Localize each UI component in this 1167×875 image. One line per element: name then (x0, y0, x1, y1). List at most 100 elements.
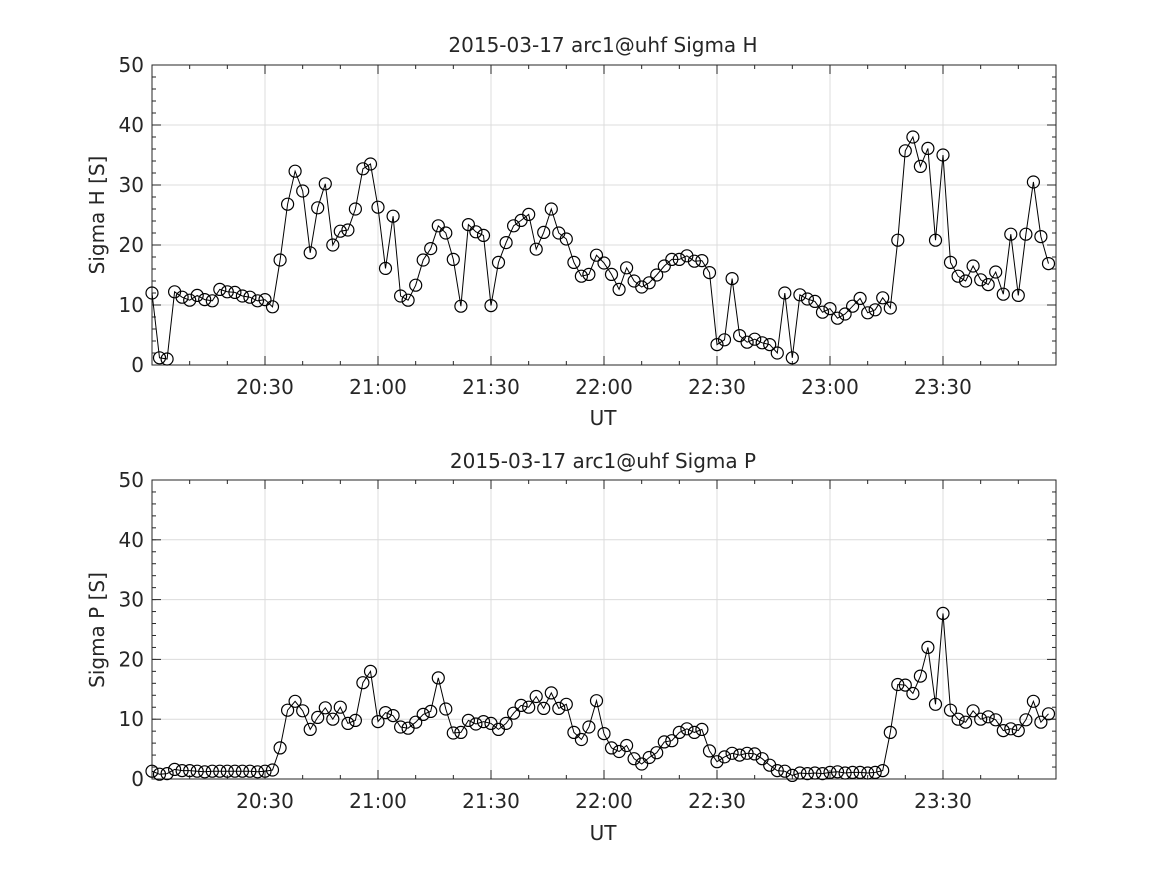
x-tick-label: 23:30 (914, 375, 972, 399)
y-tick-label: 50 (119, 468, 144, 492)
series-line (151, 135, 1049, 360)
data-point (1011, 723, 1025, 738)
data-point (491, 255, 506, 269)
y-tick-label: 30 (119, 173, 144, 197)
data-point (755, 752, 769, 766)
series-line (151, 613, 1049, 776)
data-point (604, 267, 619, 281)
data-point (1041, 257, 1056, 271)
data-point (665, 734, 679, 748)
data-point (378, 261, 393, 275)
y-tick-label: 20 (119, 233, 144, 257)
data-point (401, 293, 415, 307)
data-point (499, 236, 513, 250)
data-point (559, 697, 573, 711)
data-point (431, 671, 445, 685)
data-point (717, 333, 732, 347)
data-point (793, 766, 807, 780)
x-tick-label: 21:00 (349, 789, 407, 813)
data-point (559, 232, 573, 246)
data-point (989, 265, 1003, 279)
data-point (589, 694, 604, 708)
data-point (371, 200, 385, 214)
data-point (469, 225, 483, 239)
data-point (981, 710, 995, 724)
chart-title: 2015-03-17 arc1@uhf Sigma P (450, 449, 756, 473)
x-tick-label: 21:30 (462, 789, 520, 813)
data-point (326, 238, 340, 252)
data-point (394, 289, 408, 303)
data-point (710, 338, 724, 352)
data-point (943, 255, 958, 269)
data-point (642, 276, 656, 290)
data-point (695, 254, 709, 268)
data-point (168, 762, 182, 777)
data-point (717, 750, 732, 764)
data-point (763, 338, 777, 352)
data-point (755, 336, 769, 350)
data-point (461, 218, 475, 232)
x-tick-label: 21:00 (349, 375, 407, 399)
data-point (145, 286, 159, 300)
data-point (808, 766, 822, 780)
x-tick-label: 22:00 (575, 789, 633, 813)
x-tick-label: 22:30 (688, 375, 746, 399)
data-point (567, 725, 581, 740)
data-point (273, 253, 287, 267)
data-point (725, 746, 739, 760)
data-point (243, 290, 257, 304)
data-point (424, 242, 438, 256)
data-point (469, 717, 483, 731)
data-point (861, 766, 875, 780)
y-tick-label: 10 (119, 707, 144, 731)
data-point (537, 225, 551, 239)
data-point (740, 335, 754, 349)
data-point (1011, 288, 1025, 302)
x-axis-label: UT (590, 821, 618, 845)
data-point (868, 303, 882, 317)
data-point (785, 351, 799, 365)
data-point (183, 763, 197, 778)
data-point (732, 748, 747, 762)
plot-frame (151, 479, 1057, 780)
chart-title: 2015-03-17 arc1@uhf Sigma H (448, 33, 757, 57)
data-point (311, 710, 325, 725)
data-point (958, 715, 973, 729)
data-point (740, 746, 754, 760)
data-point (951, 269, 965, 283)
data-point (265, 300, 280, 314)
data-point (235, 289, 249, 303)
x-tick-label: 23:30 (914, 789, 972, 813)
data-point (642, 750, 656, 765)
data-point (582, 267, 596, 281)
data-point (1019, 713, 1033, 727)
data-point (537, 701, 551, 716)
data-point (883, 301, 897, 315)
data-point (213, 764, 227, 778)
data-point (868, 765, 882, 780)
data-point (439, 702, 453, 716)
data-point (484, 299, 498, 313)
data-point (318, 701, 332, 715)
data-point (145, 764, 159, 778)
data-point (1034, 715, 1048, 729)
data-point (341, 716, 355, 731)
sigma-p-panel: 2015-03-17 arc1@uhf Sigma P UT Sigma P [… (85, 449, 1057, 845)
data-point (476, 714, 491, 729)
data-point (552, 701, 566, 716)
data-point (439, 226, 453, 240)
data-point (228, 285, 242, 299)
data-point (514, 698, 528, 713)
data-point (386, 209, 400, 223)
data-point (446, 252, 460, 266)
data-point (205, 294, 219, 308)
data-point (913, 159, 928, 173)
x-tick-label: 22:00 (575, 375, 633, 399)
sigma-h-panel: 2015-03-17 arc1@uhf Sigma H UT Sigma H [… (85, 33, 1057, 430)
data-point (778, 764, 792, 778)
data-point (906, 130, 920, 144)
data-point (394, 720, 408, 734)
data-point (281, 703, 295, 717)
data-point (574, 269, 589, 283)
